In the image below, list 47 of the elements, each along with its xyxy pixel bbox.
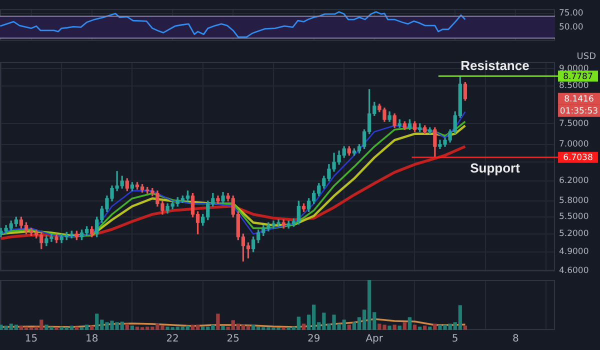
y-tick-label: 5.5000 [559, 212, 589, 222]
x-tick-label: 25 [226, 334, 240, 345]
bar [282, 327, 286, 330]
y-tick-label: 75.00 [559, 8, 584, 19]
x-tick-label: 18 [85, 334, 98, 345]
annotation: Resistance [460, 58, 530, 74]
bar [347, 324, 351, 330]
x-tick-label: 5 [452, 334, 458, 345]
bar [388, 326, 392, 330]
y-tick-label: 50.00 [559, 22, 584, 32]
bar [398, 326, 402, 330]
x-tick-label: 29 [307, 334, 320, 345]
y-tick-label: 4.6000 [559, 266, 589, 276]
bar [74, 326, 79, 330]
y-tick-label: 7.5000 [559, 118, 589, 129]
y-tick-label: 8.5000 [559, 81, 589, 92]
text: 8.1416 [564, 94, 594, 105]
ref-line-label: 8.7787 [563, 72, 593, 82]
x-tick-label: Apr [366, 334, 384, 345]
bar [412, 324, 417, 330]
bar [408, 317, 412, 330]
y-tick-label: 4.9000 [559, 247, 589, 258]
y-tick-label: 6.2000 [559, 176, 589, 186]
y-tick-label: 7.0000 [559, 140, 589, 150]
bar [54, 327, 58, 330]
bar [125, 324, 129, 330]
x-tick-label: 22 [166, 334, 179, 345]
y-tick-label: 5.8000 [559, 196, 589, 206]
bar [428, 326, 432, 330]
bar [130, 326, 134, 330]
bar [302, 324, 306, 330]
bar [216, 314, 220, 330]
ref-line-label: 6.7038 [563, 153, 593, 164]
y-tick-label: 5.2000 [559, 229, 589, 240]
bar [423, 326, 427, 330]
bar [392, 324, 396, 330]
bar [433, 324, 437, 330]
annotation: Support [470, 160, 521, 176]
bar [402, 322, 406, 330]
y-axis-title: USD [576, 52, 596, 62]
bar [463, 326, 468, 330]
bar [90, 326, 94, 330]
bar [221, 326, 225, 330]
bar [418, 326, 422, 330]
text: 01:35:53 [560, 106, 598, 117]
x-tick-label: 8 [512, 334, 519, 345]
x-tick-label: 15 [24, 334, 38, 345]
